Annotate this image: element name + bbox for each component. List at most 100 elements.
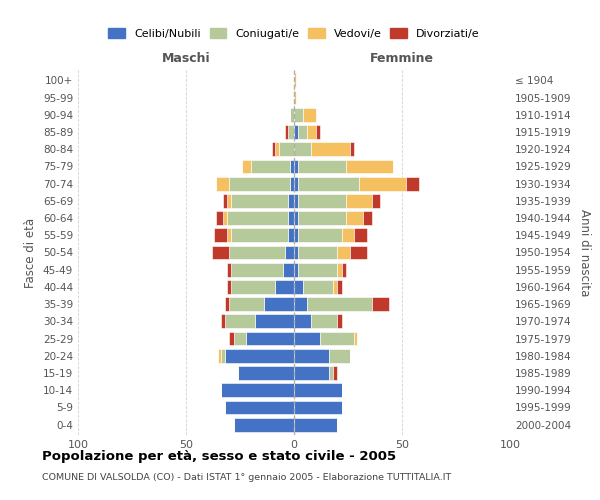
Bar	[225, 314, 255, 328]
Bar	[294, 400, 341, 414]
Bar	[212, 246, 229, 260]
Bar	[287, 228, 294, 242]
Bar	[221, 314, 225, 328]
Bar	[221, 349, 225, 362]
Bar	[223, 211, 227, 225]
Bar	[225, 349, 294, 362]
Bar	[294, 418, 337, 432]
Bar	[287, 211, 294, 225]
Bar	[275, 142, 279, 156]
Bar	[307, 298, 372, 311]
Bar	[298, 194, 346, 207]
Bar	[298, 263, 337, 276]
Bar	[255, 314, 294, 328]
Bar	[294, 176, 298, 190]
Bar	[298, 211, 346, 225]
Bar	[233, 418, 294, 432]
Bar	[218, 349, 221, 362]
Bar	[311, 142, 350, 156]
Bar	[264, 298, 294, 311]
Bar	[355, 332, 356, 345]
Bar	[316, 125, 320, 139]
Bar	[294, 228, 298, 242]
Bar	[214, 228, 227, 242]
Bar	[227, 211, 287, 225]
Text: COMUNE DI VALSOLDA (CO) - Dati ISTAT 1° gennaio 2005 - Elaborazione TUTTITALIA.I: COMUNE DI VALSOLDA (CO) - Dati ISTAT 1° …	[42, 472, 451, 482]
Bar	[363, 211, 372, 225]
Bar	[307, 125, 316, 139]
Bar	[337, 263, 341, 276]
Bar	[298, 125, 307, 139]
Bar	[294, 298, 307, 311]
Bar	[227, 263, 232, 276]
Bar	[232, 280, 275, 294]
Bar	[290, 108, 294, 122]
Bar	[232, 263, 283, 276]
Bar	[294, 74, 296, 87]
Bar	[227, 228, 232, 242]
Bar	[294, 263, 298, 276]
Bar	[346, 160, 394, 173]
Bar	[287, 125, 294, 139]
Bar	[233, 332, 247, 345]
Bar	[294, 349, 329, 362]
Bar	[247, 332, 294, 345]
Bar	[294, 125, 298, 139]
Bar	[229, 332, 233, 345]
Bar	[341, 263, 346, 276]
Bar	[290, 176, 294, 190]
Bar	[251, 160, 290, 173]
Bar	[311, 314, 337, 328]
Bar	[232, 194, 287, 207]
Y-axis label: Anni di nascita: Anni di nascita	[578, 209, 591, 296]
Bar	[225, 400, 294, 414]
Bar	[350, 246, 367, 260]
Bar	[406, 176, 419, 190]
Bar	[275, 280, 294, 294]
Bar	[227, 280, 232, 294]
Bar	[294, 160, 298, 173]
Bar	[294, 211, 298, 225]
Bar	[286, 125, 287, 139]
Bar	[221, 384, 294, 397]
Bar	[294, 194, 298, 207]
Bar	[355, 228, 367, 242]
Bar	[232, 228, 287, 242]
Bar	[223, 194, 227, 207]
Bar	[298, 228, 341, 242]
Bar	[229, 298, 264, 311]
Bar	[294, 108, 302, 122]
Bar	[272, 142, 275, 156]
Bar	[294, 246, 298, 260]
Bar	[359, 176, 406, 190]
Bar	[279, 142, 294, 156]
Bar	[346, 211, 363, 225]
Bar	[294, 90, 296, 104]
Text: Maschi: Maschi	[161, 52, 211, 65]
Bar	[346, 194, 372, 207]
Text: Popolazione per età, sesso e stato civile - 2005: Popolazione per età, sesso e stato civil…	[42, 450, 396, 463]
Bar	[337, 280, 341, 294]
Text: Femmine: Femmine	[370, 52, 434, 65]
Bar	[302, 108, 316, 122]
Bar	[350, 142, 355, 156]
Bar	[294, 314, 311, 328]
Bar	[302, 280, 333, 294]
Bar	[294, 366, 329, 380]
Bar	[216, 211, 223, 225]
Bar	[294, 384, 341, 397]
Bar	[290, 160, 294, 173]
Bar	[287, 194, 294, 207]
Bar	[329, 366, 333, 380]
Bar	[294, 280, 302, 294]
Bar	[372, 194, 380, 207]
Bar	[333, 280, 337, 294]
Bar	[229, 246, 286, 260]
Bar	[225, 298, 229, 311]
Bar	[286, 246, 294, 260]
Bar	[298, 160, 346, 173]
Bar	[333, 366, 337, 380]
Bar	[320, 332, 355, 345]
Bar	[341, 228, 355, 242]
Bar	[294, 332, 320, 345]
